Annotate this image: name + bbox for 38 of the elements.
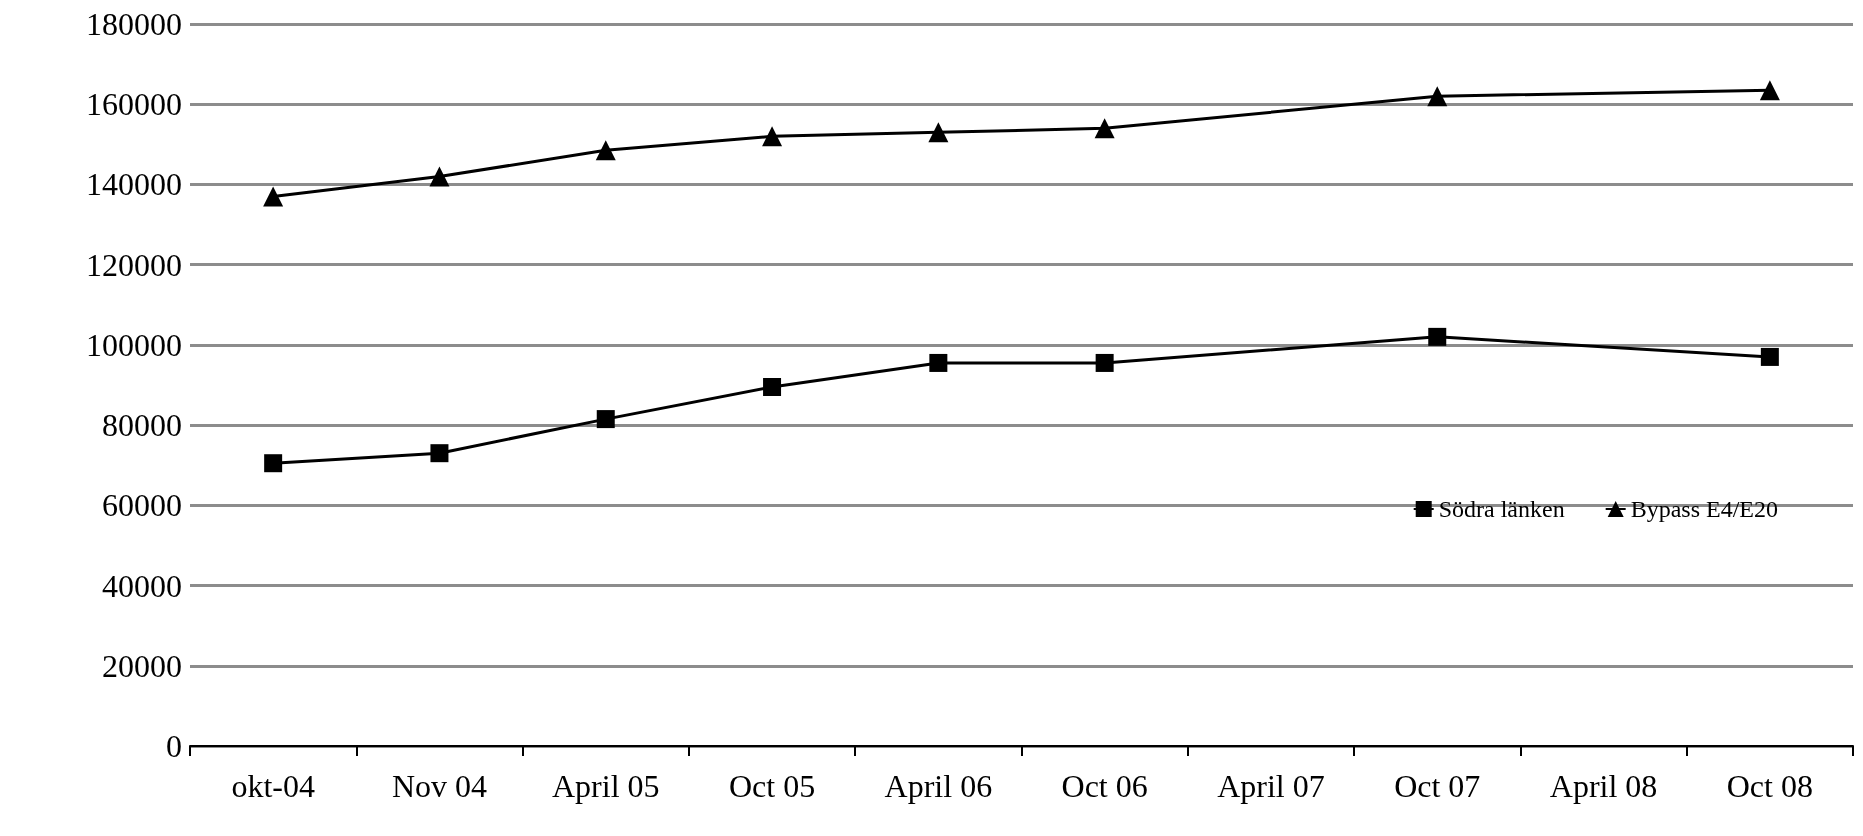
x-tick-label: April 05 (551, 768, 660, 804)
y-tick-label: 40000 (102, 567, 182, 604)
point (1428, 327, 1447, 346)
y-tick-label: 80000 (102, 407, 182, 444)
point (929, 353, 948, 372)
x-tick-label: April 08 (1549, 768, 1658, 804)
point (1427, 86, 1448, 107)
point (763, 378, 782, 397)
legend-label: Bypass E4/E20 (1630, 496, 1778, 522)
y-tick-label: 100000 (86, 326, 182, 363)
x-tick-label: Oct 06 (1061, 768, 1148, 804)
y-tick-label: 160000 (86, 86, 182, 123)
point (1094, 118, 1115, 139)
y-tick-label: 20000 (102, 647, 182, 684)
point (1095, 353, 1114, 372)
y-tick-label: 120000 (86, 246, 182, 283)
point (596, 410, 615, 429)
point (430, 444, 449, 463)
x-tick-label: April 06 (884, 768, 993, 804)
point (1760, 347, 1779, 366)
point (1759, 80, 1780, 101)
y-tick-label: 60000 (102, 487, 182, 524)
x-tick-label: Oct 05 (728, 768, 816, 804)
point (595, 140, 616, 161)
x-tick-label: Oct 07 (1394, 768, 1481, 804)
x-tick-label: Nov 04 (391, 768, 487, 804)
y-tick-label: 0 (166, 728, 182, 764)
y-tick-label: 140000 (86, 166, 182, 203)
y-tick-label: 180000 (86, 6, 182, 42)
x-tick-label: Oct 08 (1726, 768, 1813, 804)
point (928, 122, 949, 143)
x-tick-label: okt-04 (231, 768, 315, 804)
point (263, 186, 284, 207)
legend-label: Södra länken (1438, 496, 1565, 522)
x-tick-label: April 07 (1217, 768, 1325, 804)
point (264, 454, 283, 473)
point (429, 166, 450, 187)
point (762, 126, 783, 147)
